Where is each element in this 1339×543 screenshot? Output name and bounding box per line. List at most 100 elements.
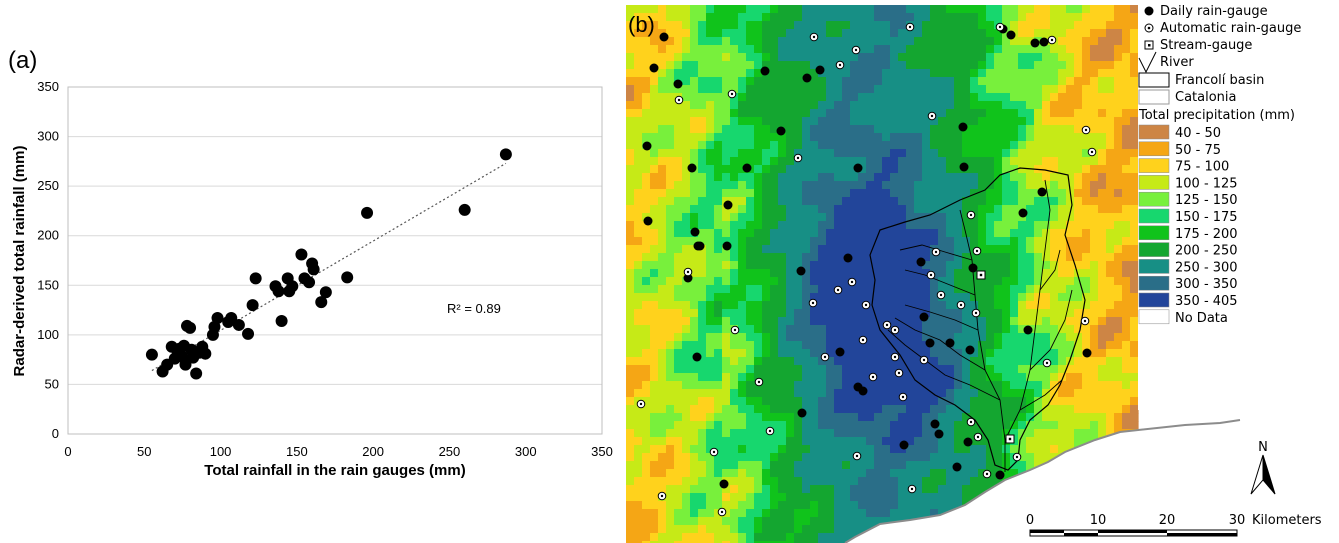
raster-cell xyxy=(674,509,683,518)
raster-cell xyxy=(1090,13,1099,22)
raster-cell xyxy=(834,461,843,470)
raster-cell xyxy=(898,141,907,150)
raster-cell xyxy=(698,133,707,142)
raster-cell xyxy=(978,61,987,70)
raster-cell xyxy=(746,365,755,374)
raster-cell xyxy=(730,237,739,246)
raster-cell xyxy=(858,77,867,86)
raster-cell xyxy=(730,349,739,358)
raster-cell xyxy=(922,93,931,102)
raster-cell xyxy=(1066,85,1075,94)
raster-cell xyxy=(746,5,755,14)
raster-cell xyxy=(698,413,707,422)
raster-cell xyxy=(938,141,947,150)
raster-cell xyxy=(698,501,707,510)
raster-cell xyxy=(706,21,715,30)
raster-cell xyxy=(922,69,931,78)
raster-cell xyxy=(746,501,755,510)
raster-cell xyxy=(778,525,787,534)
raster-cell xyxy=(818,53,827,62)
raster-cell xyxy=(706,373,715,382)
raster-cell xyxy=(842,205,851,214)
raster-cell xyxy=(1122,293,1131,302)
raster-cell xyxy=(826,509,835,518)
raster-cell xyxy=(850,69,859,78)
raster-cell xyxy=(706,221,715,230)
raster-cell xyxy=(1026,205,1035,214)
raster-cell xyxy=(1010,333,1019,342)
raster-cell xyxy=(866,405,875,414)
raster-cell xyxy=(922,333,931,342)
raster-cell xyxy=(1018,245,1027,254)
raster-cell xyxy=(802,317,811,326)
raster-cell xyxy=(730,285,739,294)
raster-cell xyxy=(810,101,819,110)
raster-cell xyxy=(914,381,923,390)
raster-cell xyxy=(986,245,995,254)
raster-cell xyxy=(1034,173,1043,182)
raster-cell xyxy=(778,189,787,198)
raster-cell xyxy=(1050,205,1059,214)
raster-cell xyxy=(1098,357,1107,366)
raster-cell xyxy=(882,157,891,166)
raster-cell xyxy=(690,245,699,254)
raster-cell xyxy=(770,461,779,470)
raster-cell xyxy=(866,21,875,30)
raster-cell xyxy=(842,533,851,542)
x-axis-label: Total rainfall in the rain gauges (mm) xyxy=(204,462,465,479)
raster-cell xyxy=(954,293,963,302)
raster-cell xyxy=(1026,429,1035,438)
raster-cell xyxy=(922,429,931,438)
raster-cell xyxy=(1122,165,1131,174)
raster-cell xyxy=(1026,53,1035,62)
raster-cell xyxy=(770,37,779,46)
raster-cell xyxy=(1098,261,1107,270)
raster-cell xyxy=(1010,157,1019,166)
raster-cell xyxy=(1082,413,1091,422)
raster-cell xyxy=(906,381,915,390)
raster-cell xyxy=(1050,325,1059,334)
raster-cell xyxy=(786,117,795,126)
raster-cell xyxy=(842,381,851,390)
raster-cell xyxy=(626,245,635,254)
raster-cell xyxy=(1026,69,1035,78)
raster-cell xyxy=(802,405,811,414)
raster-cell xyxy=(738,533,747,542)
raster-cell xyxy=(730,477,739,486)
daily-rain-gauge-icon xyxy=(1018,208,1028,218)
raster-cell xyxy=(954,213,963,222)
raster-cell xyxy=(714,533,723,542)
raster-cell xyxy=(762,277,771,286)
legend-swatch xyxy=(1138,242,1170,257)
raster-cell xyxy=(930,213,939,222)
raster-cell xyxy=(754,325,763,334)
raster-cell xyxy=(674,229,683,238)
raster-cell xyxy=(698,357,707,366)
raster-cell xyxy=(890,381,899,390)
raster-cell xyxy=(674,333,683,342)
raster-cell xyxy=(906,141,915,150)
raster-cell xyxy=(1074,205,1083,214)
raster-cell xyxy=(1002,485,1011,494)
raster-cell xyxy=(810,517,819,526)
raster-cell xyxy=(914,373,923,382)
raster-cell xyxy=(722,453,731,462)
raster-cell xyxy=(1130,61,1139,70)
raster-cell xyxy=(890,413,899,422)
raster-cell xyxy=(746,77,755,86)
raster-cell xyxy=(818,349,827,358)
raster-cell xyxy=(1106,277,1115,286)
raster-cell xyxy=(738,437,747,446)
raster-cell xyxy=(1066,21,1075,30)
raster-cell xyxy=(1026,421,1035,430)
raster-cell xyxy=(658,37,667,46)
raster-cell xyxy=(986,213,995,222)
raster-cell xyxy=(1090,389,1099,398)
raster-cell xyxy=(890,269,899,278)
raster-cell xyxy=(978,293,987,302)
raster-cell xyxy=(730,413,739,422)
raster-cell xyxy=(890,77,899,86)
raster-cell xyxy=(658,157,667,166)
raster-cell xyxy=(730,509,739,518)
raster-cell xyxy=(1130,101,1139,110)
